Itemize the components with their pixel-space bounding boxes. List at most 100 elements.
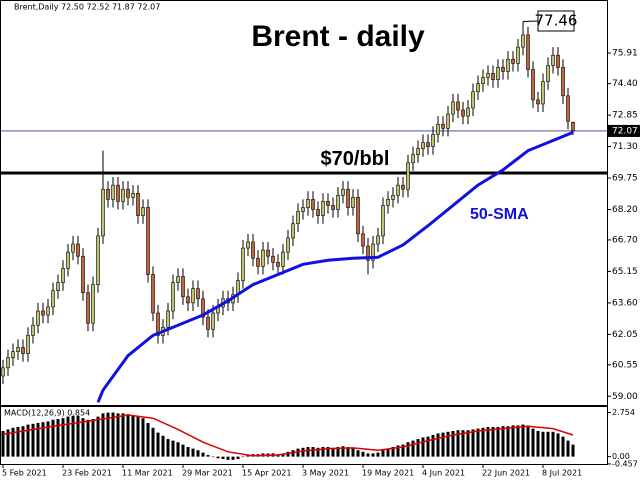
macd-bar (546, 431, 550, 457)
macd-bar (311, 447, 315, 457)
macd-plot (1, 412, 575, 460)
y-tick-label: 0.00 (612, 452, 630, 461)
candle-body (176, 276, 180, 283)
macd-bar (166, 439, 170, 457)
macd-bar (136, 416, 140, 457)
candle-body (321, 201, 325, 216)
x-tick-label: 11 Mar 2021 (122, 469, 173, 478)
y-tick-label: 2.754 (612, 408, 635, 417)
candle-body (136, 192, 140, 216)
candle-body (126, 188, 130, 198)
macd-bar (526, 425, 530, 457)
y-tick-label: 69.75 (612, 174, 638, 184)
macd-bar (231, 456, 235, 460)
y-tick-label: 71.30 (612, 142, 638, 152)
sma-label: 50-SMA (470, 206, 529, 223)
candle-body (26, 335, 30, 354)
candle-body (16, 347, 20, 352)
main-frame (0, 0, 608, 406)
macd-bar (371, 453, 375, 457)
candle-body (46, 306, 50, 316)
candle-body (276, 261, 280, 267)
macd-bar (376, 452, 380, 457)
candle-body (336, 194, 340, 210)
y-tick-label: 68.20 (612, 205, 638, 215)
candle-body (66, 251, 70, 269)
candle-body (1, 367, 5, 377)
macd-bar (501, 426, 505, 457)
candle-body (81, 255, 85, 294)
candle-body (86, 292, 90, 324)
candle-body (491, 73, 495, 80)
macd-bar (351, 447, 355, 457)
x-tick-label: 29 Mar 2021 (182, 469, 233, 478)
y-tick-label: 62.05 (612, 330, 638, 340)
macd-bar (471, 429, 475, 457)
high-label: 77.46 (535, 12, 578, 30)
macd-bar (141, 418, 145, 457)
y-tick-label: 65.15 (612, 267, 638, 277)
sma-line (96, 130, 574, 403)
macd-bar (336, 447, 340, 457)
macd-bar (86, 419, 90, 457)
price-box (608, 124, 640, 137)
candle-body (446, 113, 450, 129)
macd-bar (246, 455, 250, 457)
candle-body (441, 123, 445, 129)
candle-body (141, 207, 145, 216)
symbol-header: Brent,Daily 72.50 72.52 71.87 72.07 (14, 3, 160, 12)
macd-bar (81, 418, 85, 457)
macd-bar (446, 431, 450, 457)
candle-body (486, 73, 490, 78)
candle-body (206, 316, 210, 330)
macd-bar (216, 456, 220, 459)
candle-body (21, 347, 25, 354)
x-tick-label: 23 Feb 2021 (62, 469, 112, 478)
macd-bar (456, 430, 460, 457)
candle-body (151, 274, 155, 314)
candle-body (91, 284, 95, 324)
candle-body (401, 184, 405, 190)
candle-body (436, 123, 440, 135)
candle-body (351, 197, 355, 208)
macd-bar (51, 419, 55, 457)
candle-body (526, 34, 530, 70)
candle-body (511, 58, 515, 64)
macd-bar (356, 450, 360, 457)
candle-body (171, 282, 175, 312)
candle-body (421, 142, 425, 149)
macd-bar (491, 427, 495, 457)
candle-body (561, 67, 565, 97)
macd-bar (116, 413, 120, 457)
y-tick-label: 75.91 (612, 48, 638, 58)
candle-body (396, 184, 400, 196)
macd-bar (111, 412, 115, 457)
candle-body (481, 77, 485, 84)
candle-body (536, 99, 540, 105)
macd-bar (431, 435, 435, 457)
macd-bar (191, 448, 195, 457)
macd-bar (176, 442, 180, 457)
candle-body (506, 58, 510, 72)
price-label: 72.07 (612, 126, 638, 136)
macd-bar (121, 413, 125, 457)
candle-body (466, 107, 470, 117)
candle-body (531, 69, 535, 101)
macd-bar (481, 427, 485, 457)
candle-body (451, 101, 455, 115)
macd-bar (486, 427, 490, 457)
candle-body (316, 209, 320, 216)
y-tick-label: 74.40 (612, 79, 638, 89)
macd-bar (506, 426, 510, 457)
macd-label: MACD(12,26,9) 0.854 (4, 409, 90, 418)
candle-body (201, 298, 205, 318)
macd-bar (566, 440, 570, 457)
macd-bar (366, 453, 370, 457)
macd-bar (401, 444, 405, 457)
candle-body (461, 109, 465, 117)
macd-bar (406, 442, 410, 457)
candle-body (346, 188, 350, 208)
candle-body (331, 205, 335, 210)
macd-bar (571, 444, 575, 457)
x-tick-label: 19 May 2021 (362, 469, 414, 478)
